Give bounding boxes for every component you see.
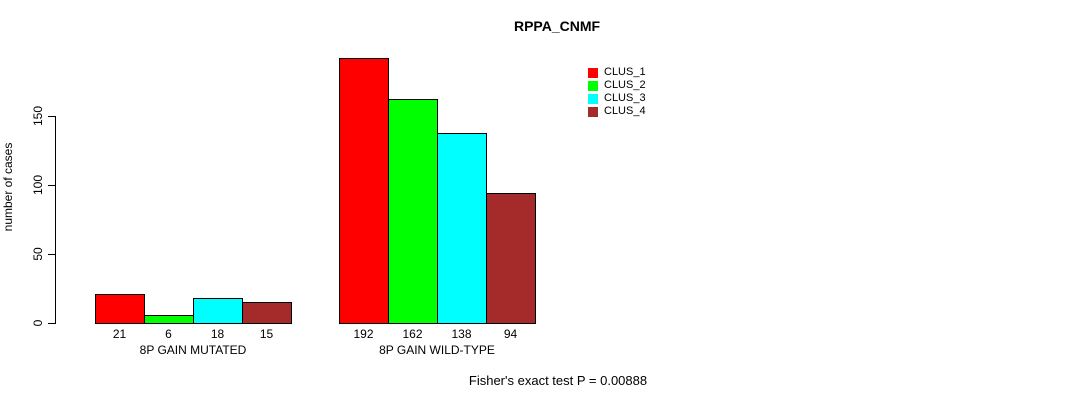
bar-value-label: 94 (503, 327, 518, 341)
bar-value-label: 21 (112, 327, 127, 341)
category-label: 8P GAIN MUTATED (139, 343, 247, 357)
bar-clus_3-group2 (437, 133, 487, 324)
bar-clus_4-group1 (242, 302, 292, 324)
legend-label: CLUS_2 (604, 79, 646, 91)
y-axis-tick (48, 323, 56, 324)
legend-swatch-clus_2 (588, 80, 598, 91)
bar-clus_2-group2 (388, 99, 438, 324)
legend-item-clus_2: CLUS_2 (588, 79, 646, 92)
bar-value-label: 138 (451, 327, 472, 341)
legend-label: CLUS_1 (604, 66, 646, 78)
legend-item-clus_3: CLUS_3 (588, 92, 646, 105)
bar-clus_2-group1 (144, 315, 194, 324)
bar-value-label: 162 (402, 327, 423, 341)
y-axis-tick-label: 100 (31, 174, 45, 196)
legend-item-clus_1: CLUS_1 (588, 66, 646, 79)
bar-clus_1-group2 (339, 58, 389, 324)
y-axis-tick-label: 50 (31, 247, 45, 261)
bar-value-label: 6 (165, 327, 172, 341)
bar-clus_3-group1 (193, 298, 243, 324)
y-axis-label: number of cases (1, 142, 15, 232)
legend-label: CLUS_4 (604, 105, 646, 117)
legend-swatch-clus_4 (588, 106, 598, 117)
legend-item-clus_4: CLUS_4 (588, 105, 646, 118)
y-axis-line (55, 116, 56, 324)
legend-swatch-clus_1 (588, 67, 598, 78)
legend-label: CLUS_3 (604, 92, 646, 104)
y-axis-tick (48, 254, 56, 255)
bar-value-label: 15 (259, 327, 274, 341)
y-axis-tick-label: 0 (31, 319, 45, 327)
y-axis-tick (48, 185, 56, 186)
bar-value-label: 18 (210, 327, 225, 341)
bar-clus_1-group1 (95, 294, 145, 324)
y-axis-tick-label: 150 (31, 105, 45, 127)
fisher-test-annotation: Fisher's exact test P = 0.00888 (468, 373, 648, 388)
chart-title: RPPA_CNMF (513, 18, 601, 34)
category-label: 8P GAIN WILD-TYPE (379, 343, 495, 357)
bar-value-label: 192 (353, 327, 374, 341)
bar-clus_4-group2 (486, 193, 536, 324)
y-axis-tick (48, 116, 56, 117)
legend: CLUS_1 CLUS_2 CLUS_3 CLUS_4 (588, 66, 646, 118)
legend-swatch-clus_3 (588, 93, 598, 104)
